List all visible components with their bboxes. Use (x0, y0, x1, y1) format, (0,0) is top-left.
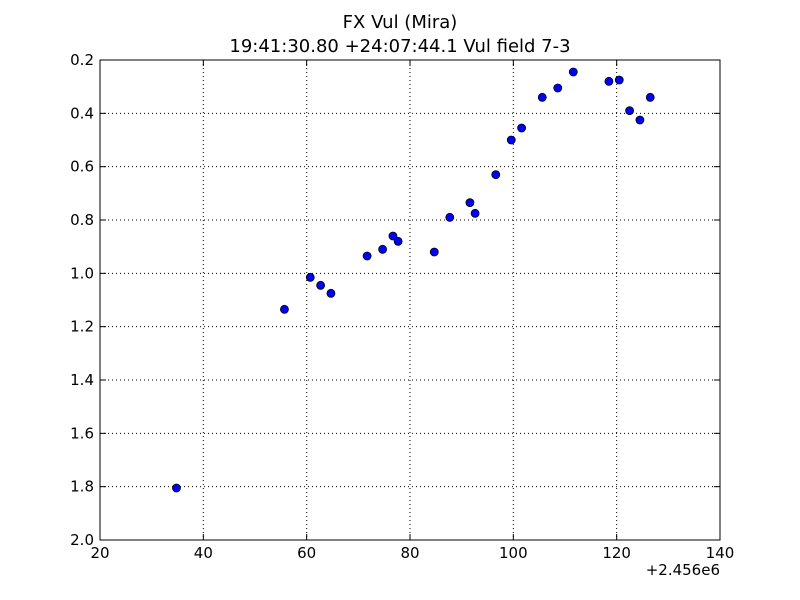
data-point (326, 288, 336, 298)
x-tick-label: 140 (706, 544, 735, 562)
data-point (625, 106, 634, 116)
x-tick-label: 40 (194, 544, 213, 562)
chart-title: FX Vul (Mira) (342, 12, 458, 33)
x-tick-label: 120 (602, 544, 631, 562)
x-tick-label: 100 (499, 544, 528, 562)
data-point (568, 67, 578, 77)
x-tick-label: 80 (400, 544, 419, 562)
x-tick-label: 60 (297, 544, 316, 562)
data-point (604, 76, 614, 86)
data-point (465, 198, 475, 208)
data-point (537, 92, 547, 102)
data-point (316, 280, 326, 290)
y-tick-label: 1.4 (70, 371, 94, 389)
y-tick-label: 2.0 (70, 531, 94, 549)
chart-subtitle: 19:41:30.80 +24:07:44.1 Vul field 7-3 (229, 36, 571, 57)
data-point (506, 135, 516, 145)
x-tick-labels: 20 40 60 80 100 120 140 (90, 544, 734, 562)
y-tick-label: 0.4 (70, 104, 94, 122)
data-point (362, 251, 372, 261)
y-tick-label: 0.2 (70, 51, 94, 69)
data-point (614, 75, 624, 85)
data-point (470, 208, 480, 218)
grid-lines (100, 60, 720, 540)
data-point (517, 123, 526, 133)
data-point (429, 247, 439, 257)
data-point (172, 483, 181, 493)
data-points (172, 67, 655, 493)
y-tick-label: 0.8 (70, 211, 94, 229)
y-tick-label: 1.0 (70, 264, 94, 282)
axis-ticks (99, 59, 721, 541)
x-axis-offset-label: +2.456e6 (645, 561, 720, 579)
y-tick-label: 1.8 (70, 478, 94, 496)
data-point (393, 236, 403, 246)
y-tick-label: 1.2 (70, 318, 94, 336)
data-point (553, 83, 563, 93)
data-point (491, 170, 501, 180)
data-point (378, 244, 388, 254)
data-point (645, 92, 655, 102)
x-tick-label: 20 (90, 544, 109, 562)
data-point (635, 115, 645, 125)
data-point (445, 212, 455, 222)
y-tick-label: 1.6 (70, 424, 94, 442)
data-point (280, 304, 289, 314)
y-tick-labels: 0.2 0.4 0.6 0.8 1.0 1.2 1.4 1.6 1.8 2.0 (70, 51, 94, 549)
y-tick-label: 0.6 (70, 158, 94, 176)
data-point (305, 272, 315, 282)
data-point (388, 231, 398, 241)
